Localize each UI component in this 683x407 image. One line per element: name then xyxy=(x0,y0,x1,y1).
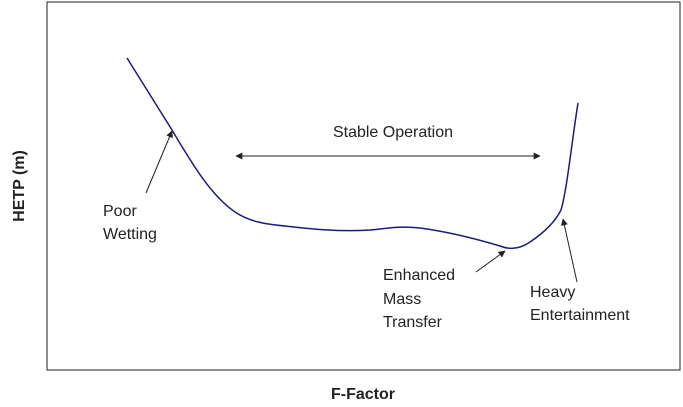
hetp-curve xyxy=(126,57,579,250)
y-axis-label: HETP (m) xyxy=(11,150,28,222)
annotation: Entertainment xyxy=(530,307,630,324)
plot-frame xyxy=(46,1,681,371)
annotation: Wetting xyxy=(103,226,157,243)
annotation: Heavy xyxy=(530,284,575,301)
annotation: Transfer xyxy=(383,314,443,331)
annotation-arrow xyxy=(145,130,173,194)
x-axis-label: F-Factor xyxy=(331,386,395,403)
annotation: Enhanced xyxy=(383,267,455,284)
annotation: Mass xyxy=(383,291,421,308)
annotation: Poor xyxy=(103,203,137,220)
annotation-arrow xyxy=(560,218,578,283)
annotation: Stable Operation xyxy=(333,124,453,141)
annotation-arrow xyxy=(475,250,506,273)
